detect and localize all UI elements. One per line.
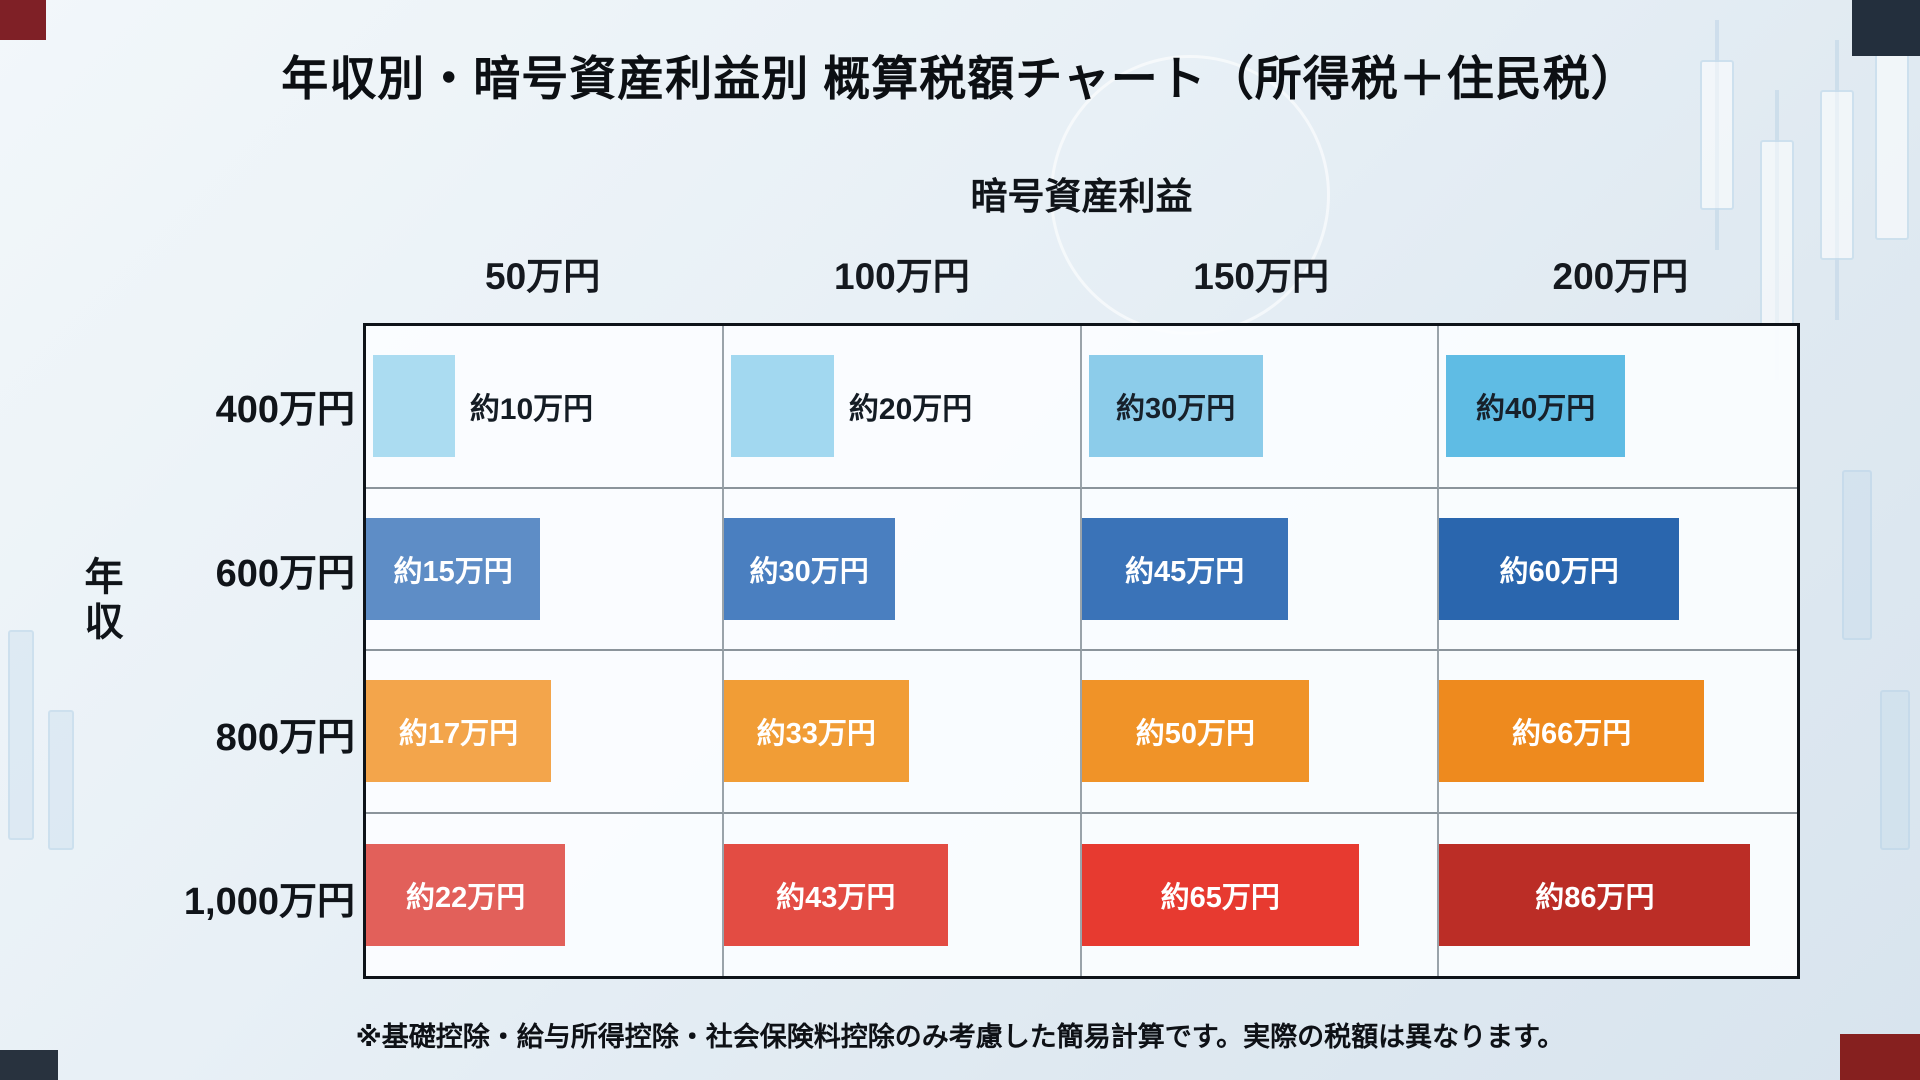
tax-bar: 約43万円 — [723, 843, 948, 946]
tax-bar-label: 約20万円 — [848, 393, 973, 427]
tax-bar: 約50万円 — [1081, 680, 1310, 783]
table-cell: 約30万円 — [1081, 326, 1440, 489]
table-cell: 約17万円 — [366, 651, 724, 814]
tax-bar-label: 約33万円 — [756, 718, 876, 751]
tax-bar: 約66万円 — [1439, 680, 1704, 783]
table-cell: 約22万円 — [366, 813, 724, 976]
row-label: 400万円 — [215, 388, 355, 431]
tax-bar-label: 約50万円 — [1135, 718, 1255, 751]
tax-bar-label: 約60万円 — [1499, 555, 1619, 588]
column-header: 100万円 — [834, 256, 970, 297]
tax-bar: 約45万円 — [1081, 517, 1288, 620]
tax-bar-label: 約30万円 — [749, 555, 869, 588]
x-axis-group-label: 暗号資産利益 — [970, 176, 1193, 217]
tax-bar-label: 約40万円 — [1476, 393, 1596, 426]
table-cell: 約10万円 — [366, 326, 724, 489]
column-header: 200万円 — [1552, 256, 1689, 297]
tax-bar — [730, 355, 834, 458]
table-cell: 約40万円 — [1439, 326, 1797, 489]
table-cell: 約86万円 — [1439, 814, 1797, 977]
tax-bar: 約30万円 — [1088, 355, 1263, 458]
tax-bar: 約60万円 — [1439, 517, 1679, 620]
chart-title: 年収別・暗号資産利益別 概算税額チャート（所得税＋住民税） — [281, 52, 1639, 105]
tax-bar-label: 約86万円 — [1535, 881, 1655, 914]
candlestick-decoration — [1700, 60, 1734, 210]
tax-bar-label: 約22万円 — [405, 881, 526, 914]
corner-accent-top-right — [1852, 0, 1920, 56]
candlestick-decoration — [1880, 690, 1910, 850]
tax-bar: 約40万円 — [1446, 355, 1626, 458]
tax-bar-label: 約66万円 — [1511, 718, 1632, 751]
tax-bar: 約33万円 — [723, 680, 909, 783]
column-headers: 50万円 100万円 150万円 200万円 — [363, 246, 1800, 300]
row-labels: 400万円 600万円 800万円 1,000万円 — [110, 323, 355, 979]
corner-accent-bottom-left — [0, 1050, 58, 1080]
candlestick-decoration — [1842, 470, 1872, 640]
tax-table-grid: 約10万円 約20万円 約30万円 約40万円 約15万円 約30万円 — [363, 323, 1800, 979]
corner-accent-bottom-right — [1840, 1034, 1920, 1080]
row-label: 600万円 — [215, 552, 355, 595]
tax-bar: 約86万円 — [1439, 843, 1751, 946]
table-cell: 約65万円 — [1081, 813, 1440, 976]
row-label: 800万円 — [215, 716, 355, 759]
table-cell: 約45万円 — [1081, 488, 1440, 651]
tax-bar: 約17万円 — [366, 680, 551, 783]
candlestick-decoration — [1875, 30, 1909, 240]
tax-bar-label: 約65万円 — [1160, 881, 1280, 914]
candlestick-decoration — [1820, 90, 1854, 260]
tax-bar: 約30万円 — [723, 517, 895, 620]
table-cell: 約50万円 — [1081, 651, 1440, 814]
candlestick-decoration — [8, 630, 34, 840]
tax-bar-label: 約10万円 — [469, 393, 594, 427]
column-header: 150万円 — [1193, 256, 1329, 297]
candlestick-decoration — [48, 710, 74, 850]
tax-bar-label: 約17万円 — [398, 718, 519, 751]
column-header: 50万円 — [485, 256, 601, 297]
table-cell: 約33万円 — [723, 651, 1082, 814]
table-cell: 約15万円 — [366, 488, 724, 651]
disclaimer-note: ※基礎控除・給与所得控除・社会保険料控除のみ考慮した簡易計算です。実際の税額は異… — [355, 1022, 1565, 1052]
tax-bar-label: 約45万円 — [1125, 555, 1245, 588]
tax-bar: 約22万円 — [366, 843, 566, 946]
y-axis-group-label: 年収 — [79, 556, 122, 646]
corner-accent-top-left — [0, 0, 46, 40]
tax-bar: 約65万円 — [1081, 843, 1359, 946]
table-cell: 約30万円 — [723, 488, 1082, 651]
table-cell: 約60万円 — [1439, 489, 1797, 651]
tax-bar: 約15万円 — [366, 517, 541, 620]
tax-bar-label: 約30万円 — [1116, 393, 1236, 426]
tax-bar — [373, 355, 455, 458]
table-cell: 約66万円 — [1439, 651, 1797, 814]
row-label: 1,000万円 — [183, 880, 355, 923]
table-cell: 約20万円 — [723, 326, 1082, 489]
tax-bar-label: 約43万円 — [776, 881, 896, 914]
table-cell: 約43万円 — [723, 813, 1082, 976]
tax-bar-label: 約15万円 — [393, 555, 513, 588]
